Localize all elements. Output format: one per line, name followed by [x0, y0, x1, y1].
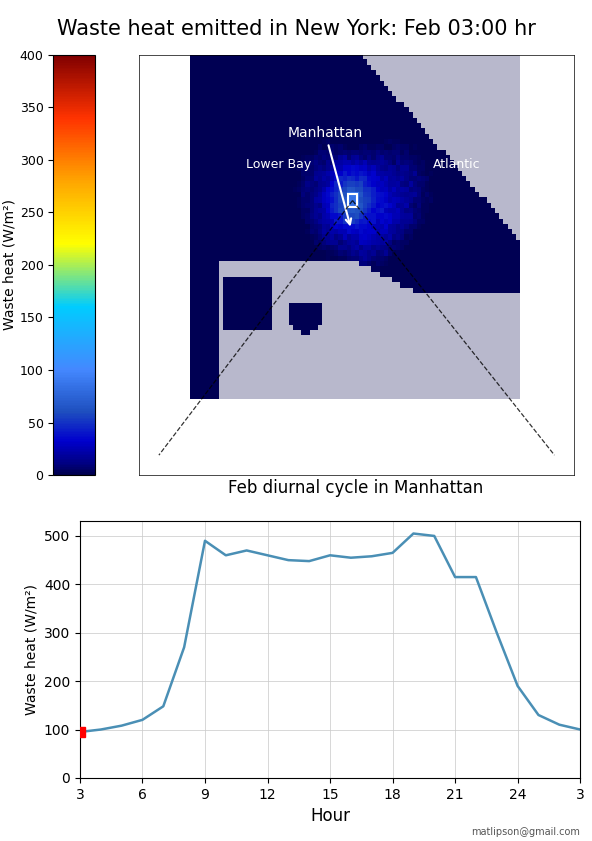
Text: Lower Bay: Lower Bay	[246, 158, 311, 172]
Text: Waste heat emitted in New York: Feb 03:00 hr: Waste heat emitted in New York: Feb 03:0…	[57, 19, 535, 39]
Y-axis label: Waste heat (W/m²): Waste heat (W/m²)	[3, 199, 17, 331]
Bar	[349, 193, 357, 208]
Y-axis label: Waste heat (W/m²): Waste heat (W/m²)	[24, 584, 38, 715]
Text: matlipson@gmail.com: matlipson@gmail.com	[471, 827, 580, 837]
Text: Atlantic: Atlantic	[433, 158, 481, 172]
Text: Manhattan: Manhattan	[288, 126, 363, 225]
Text: Feb diurnal cycle in Manhattan: Feb diurnal cycle in Manhattan	[227, 479, 483, 497]
X-axis label: Hour: Hour	[310, 807, 350, 825]
